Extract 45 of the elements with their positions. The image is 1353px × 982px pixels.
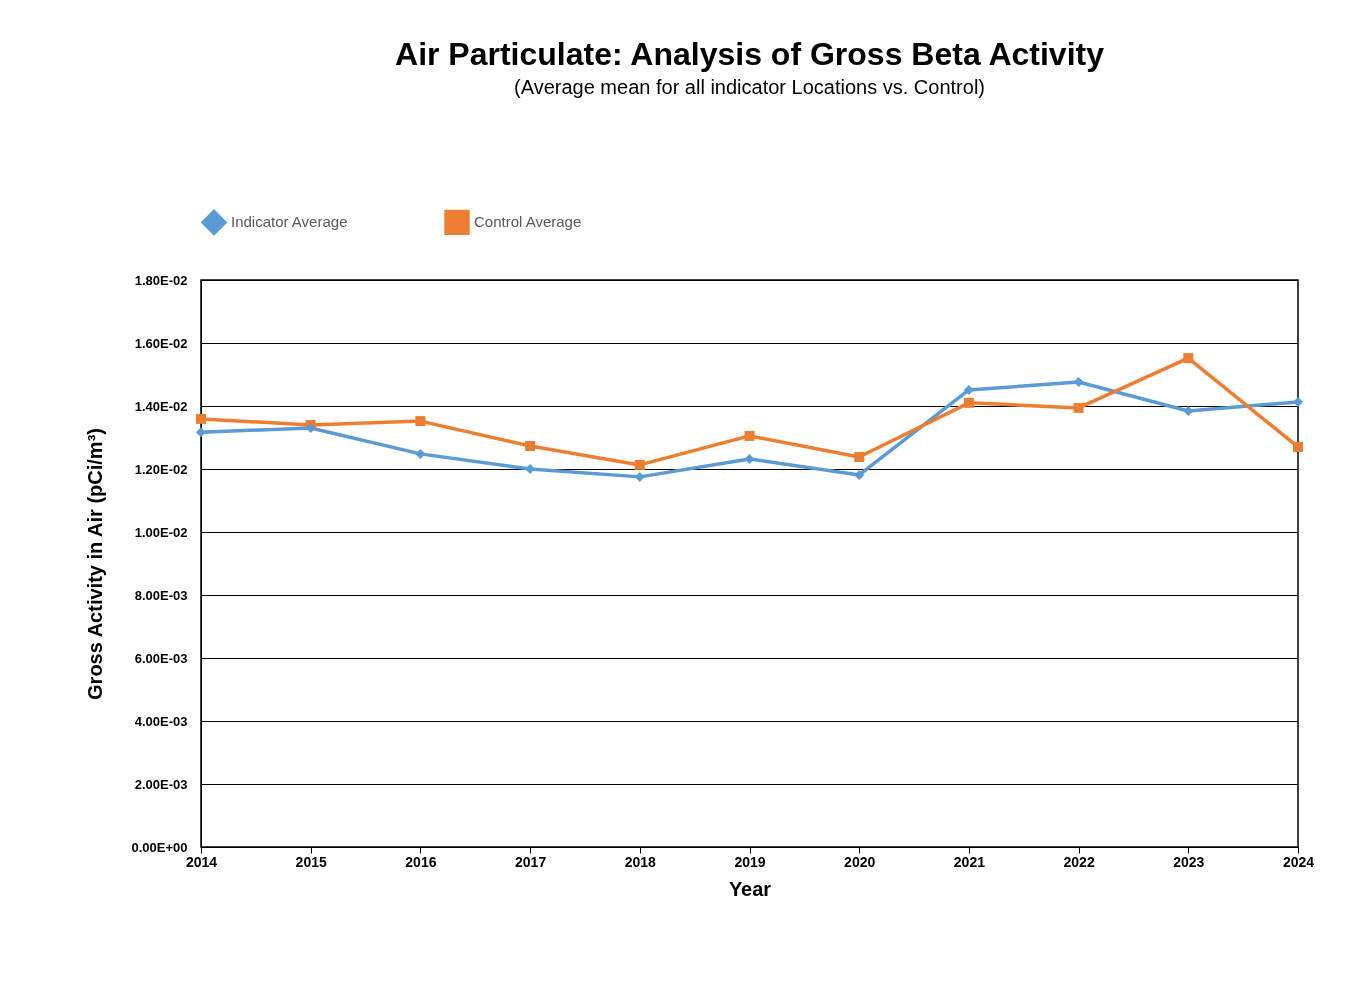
x-tick-label: 2022 [1063,853,1095,870]
x-tick-label: 2021 [953,853,986,870]
y-tick-label: 8.00E-03 [134,587,188,603]
x-tick-label: 2023 [1173,853,1205,870]
point [963,397,974,408]
y-tick-label: 6.00E-03 [134,650,188,666]
chart-subtitle: (Average mean for all indicator Locations vs. Control) [514,76,985,98]
point [634,459,645,470]
point [1073,402,1084,413]
y-tick-label: 1.60E-02 [134,335,188,351]
x-axis-title: Year [728,877,772,900]
x-tick-label: 2019 [734,853,766,870]
point [854,452,865,463]
point [415,448,426,459]
y-tick-label: 0.00E+00 [131,839,188,855]
point [744,453,755,464]
x-tick-label: 2016 [405,853,437,870]
x-tick-label: 2014 [185,853,218,870]
point [196,427,206,438]
point [1293,441,1303,452]
legend-label: Control Average [474,213,582,231]
x-tick-label: 2020 [844,853,876,870]
y-tick-label: 1.20E-02 [134,461,188,477]
point [1293,396,1303,407]
x-tick-label: 2018 [624,853,657,870]
point [305,423,316,434]
chart-title: Air Particulate: Analysis of Gross Beta Activity [395,36,1105,72]
point [196,413,206,424]
y-tick-label: 1.80E-02 [134,272,188,288]
point [1183,353,1194,364]
point [1073,377,1084,388]
y-axis-title: Gross Activity in Air (pCi/m³) [84,428,107,700]
point [744,430,755,441]
y-tick-label: 1.40E-02 [134,398,188,414]
y-tick-label: 4.00E-03 [134,713,188,729]
point [525,441,536,452]
y-tick-label: 2.00E-03 [134,776,188,792]
x-tick-label: 2015 [295,853,327,870]
point [963,384,974,395]
legend-label: Indicator Average [231,213,348,231]
x-tick-label: 2024 [1282,853,1315,870]
y-tick-label: 1.00E-02 [134,524,188,540]
point [854,469,865,480]
point [415,416,426,427]
x-tick-label: 2017 [515,853,547,870]
